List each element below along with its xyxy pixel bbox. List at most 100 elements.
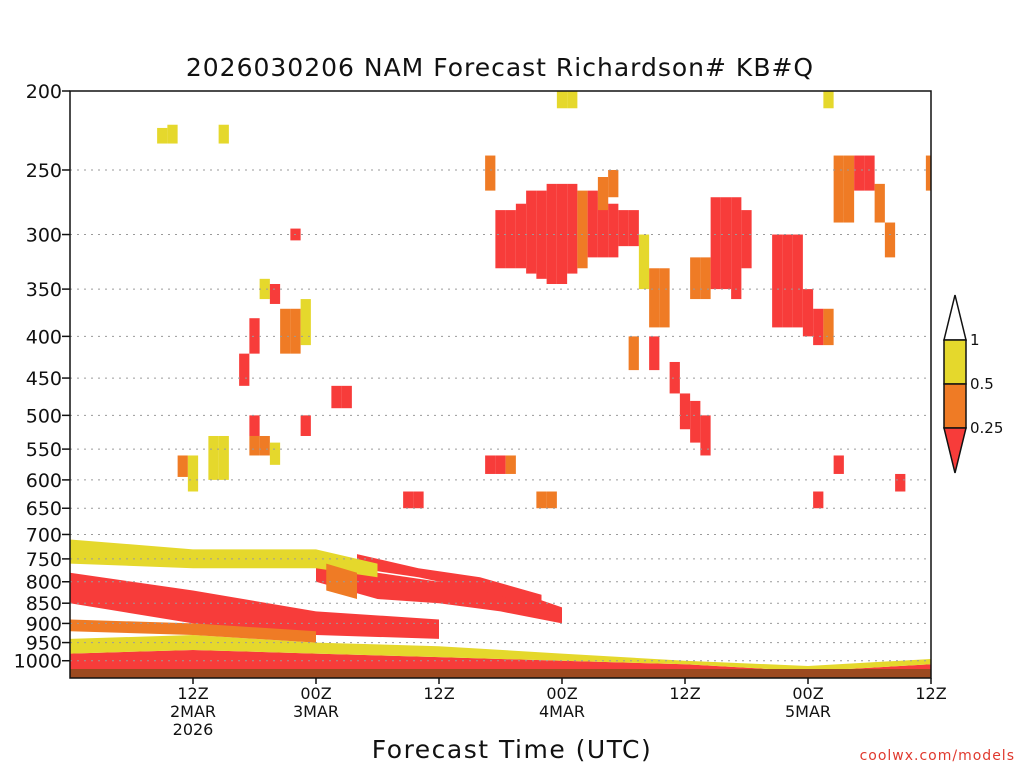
ri-cell-40: [649, 268, 660, 328]
y-tick-label-500: 500: [26, 405, 62, 427]
ri-cell-49: [782, 234, 793, 328]
ri-cell-33: [577, 190, 588, 269]
y-tick-label-950: 950: [26, 633, 62, 655]
ri-cell-8: [300, 299, 311, 346]
ri-cell-42: [690, 257, 701, 300]
ri-cell-75: [700, 415, 711, 456]
legend-label-0-25: 0.25: [970, 419, 1003, 437]
x-tick-label-6-2: 2026: [173, 720, 214, 739]
ri-cell-58: [874, 183, 885, 223]
ri-cell-56: [854, 155, 865, 191]
ri-cell-7: [290, 308, 301, 354]
ri-cell-5: [269, 284, 281, 304]
ri-cell-28: [526, 190, 537, 274]
ri-cell-29: [536, 190, 547, 279]
ri-band-6: [70, 539, 378, 578]
chart-title: 2026030206 NAM Forecast Richardson# KB#Q: [186, 53, 814, 82]
ri-cell-85: [833, 455, 844, 474]
ri-cell-21: [341, 385, 352, 409]
ri-cell-13: [249, 435, 260, 456]
y-tick-label-1000: 1000: [14, 651, 62, 673]
x-tick-label-30-0: 12Z: [423, 684, 454, 703]
ground-strip: [70, 669, 931, 678]
ri-cell-48: [772, 234, 783, 328]
ri-band-2: [70, 572, 439, 639]
ri-cell-41: [659, 268, 670, 328]
ri-cell-57: [864, 155, 875, 191]
ri-cell-50: [792, 234, 803, 328]
ri-cell-10: [239, 353, 250, 386]
ri-cell-52: [813, 308, 824, 346]
y-tick-label-300: 300: [26, 225, 62, 247]
legend-label-0-5: 0.5: [970, 375, 994, 393]
ri-band-7: [326, 563, 357, 600]
ri-cell-51: [802, 289, 814, 337]
ri-cell-68: [567, 91, 578, 109]
y-tick-label-900: 900: [26, 613, 62, 635]
ri-cell-14: [259, 435, 270, 456]
plot-background: [70, 91, 931, 678]
ri-cell-11: [249, 415, 260, 436]
ri-cell-34: [587, 190, 598, 258]
ri-cell-25: [495, 210, 506, 269]
ri-cell-16: [208, 435, 219, 480]
ri-cell-54: [833, 155, 844, 223]
x-tick-label-66-1: 5MAR: [785, 702, 831, 721]
ri-cell-46: [731, 197, 742, 300]
ri-cell-73: [679, 393, 691, 430]
ri-band-1: [70, 635, 931, 672]
x-tick-label-6-1: 2MAR: [170, 702, 216, 721]
x-tick-label-66-0: 00Z: [792, 684, 823, 703]
ri-band-5: [357, 554, 542, 608]
ri-cell-70: [597, 177, 609, 211]
ri-cell-1: [167, 124, 178, 144]
ri-band-4: [316, 563, 562, 624]
ri-cell-15: [269, 442, 281, 465]
y-tick-label-600: 600: [26, 470, 62, 492]
y-tick-label-200: 200: [26, 81, 62, 103]
x-axis-label: Forecast Time (UTC): [372, 735, 652, 764]
ri-band-3: [70, 619, 316, 643]
ri-cell-20: [331, 385, 342, 409]
ri-cell-81: [536, 491, 547, 509]
plot-frame: [69, 90, 932, 679]
ri-cell-53: [823, 308, 834, 346]
data-layer: [70, 91, 931, 678]
y-tick-label-750: 750: [26, 549, 62, 571]
legend-bin-yellow: [943, 339, 967, 385]
ri-cell-43: [700, 257, 711, 300]
ri-cell-18: [177, 455, 188, 477]
ri-cell-19: [187, 455, 199, 492]
y-tick-label-450: 450: [26, 368, 62, 390]
ri-cell-27: [515, 203, 527, 269]
x-tick-label-78-0: 12Z: [915, 684, 946, 703]
ri-cell-24: [485, 155, 496, 191]
ri-cell-4: [259, 278, 270, 300]
ri-cell-36: [608, 203, 619, 258]
ri-cell-39: [638, 234, 650, 290]
ri-cell-60: [925, 155, 931, 191]
ri-cell-80: [505, 455, 516, 474]
y-tick-label-550: 550: [26, 439, 62, 461]
ri-cell-0: [157, 127, 168, 144]
x-tick-label-18-0: 00Z: [300, 684, 331, 703]
y-tick-label-850: 850: [26, 593, 62, 615]
legend-label-1: 1: [970, 331, 980, 349]
ri-cell-82: [546, 491, 557, 509]
ri-cell-59: [884, 222, 896, 258]
legend-bin-red: [943, 427, 967, 474]
ri-cell-37: [618, 210, 629, 247]
y-axis: 200 250 300 350 400 450 500 550 600 650 700 7508008…: [14, 81, 70, 673]
ri-cell-78: [485, 455, 496, 474]
ri-cell-77: [628, 336, 639, 371]
ri-cell-30: [546, 183, 557, 285]
x-tick-label-42-1: 4MAR: [539, 702, 585, 721]
ri-cell-76: [649, 336, 660, 371]
ri-cell-55: [843, 155, 855, 223]
ri-cell-9: [249, 318, 260, 354]
credit-text: coolwx.com/models: [860, 748, 1015, 764]
y-tick-label-400: 400: [26, 326, 62, 348]
y-tick-label-650: 650: [26, 498, 62, 520]
ri-cell-6: [280, 308, 291, 354]
